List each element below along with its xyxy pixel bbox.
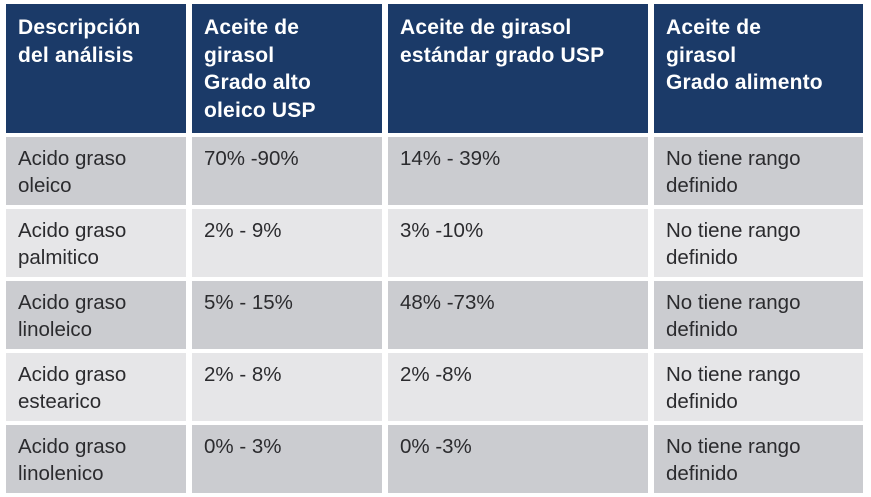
cell-range-alimento: No tiene rango definido [654,281,863,350]
table-row-acido-linolenico: Acido graso linolenico 0% - 3% 0% -3% No… [6,425,863,494]
cell-analysis-name: Acido graso linoleico [6,281,186,350]
table-row-acido-palmitico: Acido graso palmitico 2% - 9% 3% -10% No… [6,208,863,278]
cell-range-alimento: No tiene rango definido [654,425,863,494]
cell-range-alto-oleico: 0% - 3% [192,425,382,494]
cell-analysis-name: Acido graso palmitico [6,208,186,278]
header-aceite-alto-oleico-usp: Aceite de girasol Grado alto oleico USP [192,4,382,133]
cell-range-estandar: 0% -3% [388,425,648,494]
cell-analysis-name: Acido graso oleico [6,136,186,205]
cell-range-estandar: 2% -8% [388,353,648,422]
header-row: Descripción del análisis Aceite de giras… [6,4,863,133]
cell-range-alto-oleico: 5% - 15% [192,281,382,350]
cell-range-alimento: No tiene rango definido [654,353,863,422]
header-aceite-grado-alimento: Aceite de girasol Grado alimento [654,4,863,133]
cell-range-alto-oleico: 2% - 9% [192,208,382,278]
cell-range-estandar: 3% -10% [388,208,648,278]
table-row-acido-oleico: Acido graso oleico 70% -90% 14% - 39% No… [6,136,863,205]
cell-range-alto-oleico: 70% -90% [192,136,382,205]
cell-range-alto-oleico: 2% - 8% [192,353,382,422]
header-descripcion-analisis: Descripción del análisis [6,4,186,133]
cell-range-alimento: No tiene rango definido [654,208,863,278]
cell-analysis-name: Acido graso estearico [6,353,186,422]
cell-analysis-name: Acido graso linolenico [6,425,186,494]
cell-range-alimento: No tiene rango definido [654,136,863,205]
table-row-acido-estearico: Acido graso estearico 2% - 8% 2% -8% No … [6,353,863,422]
header-aceite-estandar-usp: Aceite de girasol estándar grado USP [388,4,648,133]
table-row-acido-linoleico: Acido graso linoleico 5% - 15% 48% -73% … [6,281,863,350]
cell-range-estandar: 14% - 39% [388,136,648,205]
cell-range-estandar: 48% -73% [388,281,648,350]
